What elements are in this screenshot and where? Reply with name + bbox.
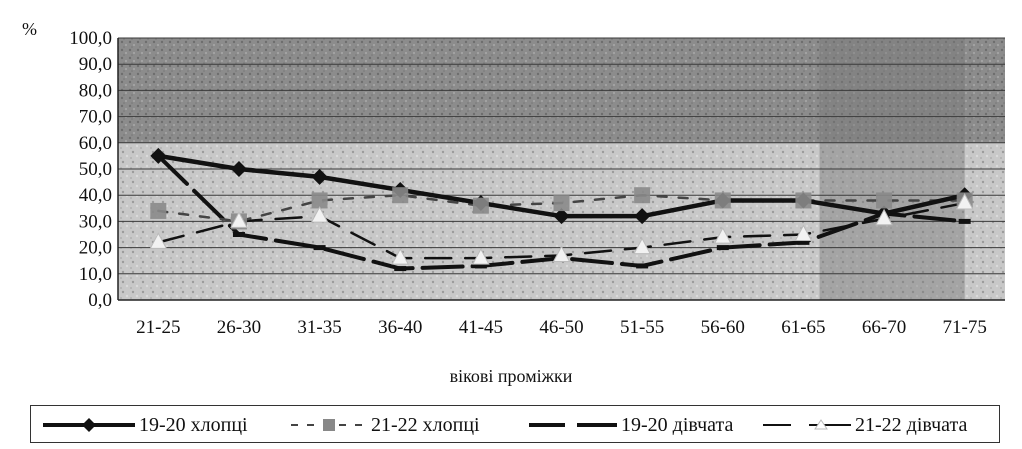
data-point-series-3 <box>958 218 971 224</box>
data-point-series-2 <box>795 192 812 209</box>
legend: 19-20 хлопці 21-22 хлопці 19-20 дівчата … <box>30 405 1000 443</box>
x-tick-label: 61-65 <box>781 317 825 338</box>
x-tick-label: 51-55 <box>620 317 664 338</box>
y-axis: 0,0 10,0 20,0 30,0 40,0 50,0 60,0 70,0 80,0 90,0 1… <box>69 28 119 311</box>
data-point-series-3 <box>636 263 649 269</box>
series-markers <box>149 147 974 272</box>
data-point-series-3 <box>474 263 487 269</box>
legend-item-series-1: 19-20 хлопці <box>41 412 248 438</box>
x-tick-label: 66-70 <box>862 317 906 338</box>
y-tick-label: 100,0 <box>69 28 112 49</box>
data-point-series-4 <box>875 208 893 226</box>
y-tick-label: 0,0 <box>88 290 112 311</box>
x-tick-label: 56-60 <box>701 317 745 338</box>
data-point-series-4 <box>149 232 168 249</box>
data-point-series-3 <box>716 245 729 251</box>
data-point-series-4 <box>310 206 329 223</box>
data-point-series-3 <box>394 266 407 272</box>
legend-item-series-2: 21-22 хлопці <box>289 412 480 438</box>
y-tick-label: 20,0 <box>79 238 112 259</box>
data-point-series-2 <box>472 197 489 214</box>
data-point-series-3 <box>797 239 810 245</box>
data-point-series-2 <box>634 187 651 204</box>
data-point-series-1 <box>634 208 651 225</box>
data-point-series-3 <box>313 245 326 251</box>
legend-label: 21-22 дівчата <box>855 413 968 436</box>
data-point-series-1 <box>311 168 328 185</box>
data-point-series-2 <box>392 187 409 204</box>
data-point-series-4 <box>713 227 732 244</box>
data-point-series-1 <box>553 208 570 225</box>
x-tick-label: 41-45 <box>459 317 503 338</box>
x-tick-label: 26-30 <box>217 317 261 338</box>
y-tick-label: 60,0 <box>79 133 112 154</box>
legend-swatch-series-3 <box>529 423 617 427</box>
y-tick-label: 50,0 <box>79 159 112 180</box>
data-point-series-2 <box>876 192 893 209</box>
legend-label: 19-20 хлопці <box>139 413 248 436</box>
legend-label: 19-20 дівчата <box>621 413 734 436</box>
x-tick-label: 21-25 <box>136 317 180 338</box>
data-point-series-4 <box>391 248 410 265</box>
data-point-series-4 <box>552 245 571 262</box>
data-point-series-1 <box>230 161 247 177</box>
y-tick-label: 80,0 <box>79 80 112 101</box>
data-point-series-2 <box>553 195 570 212</box>
line-chart: 0,0 10,0 20,0 30,0 40,0 50,0 60,0 70,0 80,0 90,0 1… <box>22 19 1005 338</box>
data-point-series-2 <box>714 192 731 209</box>
legend-swatch-series-2 <box>291 419 367 431</box>
y-tick-label: 40,0 <box>79 185 112 206</box>
data-point-series-4 <box>794 224 813 241</box>
x-tick-label: 36-40 <box>378 317 422 338</box>
y-tick-label: 90,0 <box>79 54 112 75</box>
x-tick-label: 71-75 <box>943 317 987 338</box>
data-point-series-4 <box>633 237 651 255</box>
data-point-series-2 <box>150 202 167 219</box>
legend-item-series-4: 21-22 дівчата <box>761 412 967 438</box>
data-point-series-4 <box>472 248 490 265</box>
legend-swatch-series-4 <box>763 419 851 430</box>
x-tick-label: 31-35 <box>297 317 341 338</box>
y-axis-label: % <box>22 19 37 39</box>
legend-item-series-3: 19-20 дівчата <box>527 412 733 438</box>
y-tick-label: 70,0 <box>79 107 112 128</box>
legend-label: 21-22 хлопці <box>371 413 480 436</box>
x-axis-label: вікові проміжки <box>449 366 573 386</box>
data-point-series-3 <box>232 232 245 237</box>
y-tick-label: 30,0 <box>79 211 112 232</box>
data-point-series-4 <box>955 192 974 210</box>
x-tick-label: 46-50 <box>539 317 583 338</box>
legend-swatch-series-1 <box>43 418 135 432</box>
y-tick-label: 10,0 <box>79 264 112 285</box>
x-axis: 21-25 26-30 31-35 36-40 41-45 46-50 51-55 56-60… <box>118 299 1005 338</box>
data-point-series-4 <box>230 211 248 228</box>
data-point-series-2 <box>311 192 328 209</box>
data-point-series-3 <box>152 153 165 159</box>
